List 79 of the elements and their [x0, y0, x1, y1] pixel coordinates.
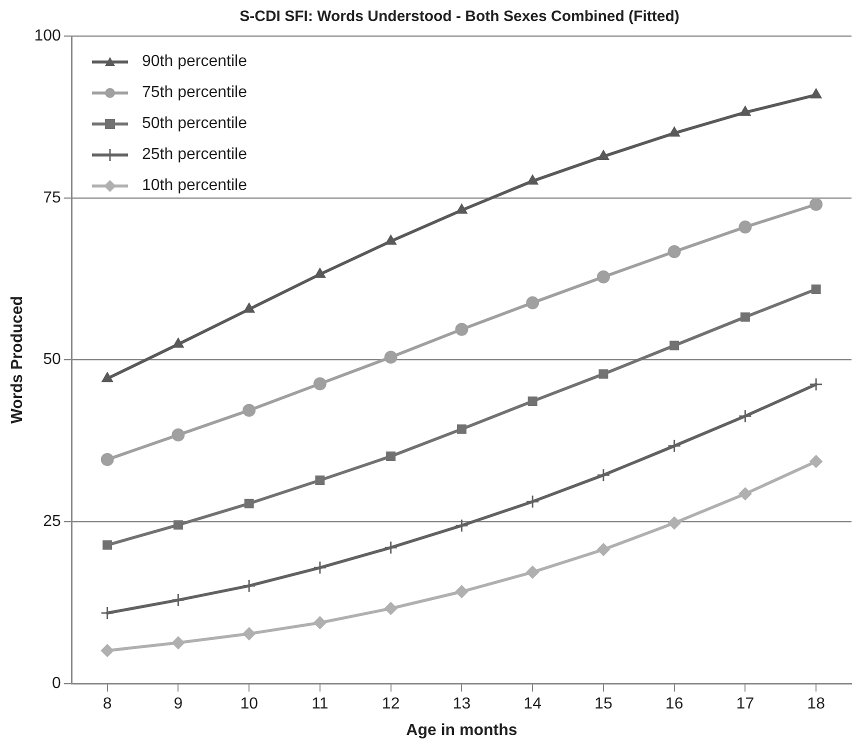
x-tick-label: 8 [102, 696, 112, 713]
point [172, 428, 185, 442]
y-tick-label: 75 [43, 189, 61, 206]
point [810, 88, 822, 98]
y-tick-label: 25 [43, 513, 61, 530]
point [740, 312, 750, 322]
point [455, 322, 468, 336]
point [102, 540, 112, 550]
point [668, 126, 680, 137]
x-tick-label: 18 [807, 696, 826, 713]
x-tick-label: 13 [452, 696, 471, 713]
point [668, 439, 682, 453]
legend-label: 50th percentile [142, 114, 247, 132]
point [596, 468, 610, 482]
point [526, 296, 540, 310]
point [668, 516, 681, 530]
point [384, 350, 398, 364]
y-tick-label: 100 [34, 27, 61, 44]
y-tick-label: 0 [52, 675, 61, 692]
point [386, 452, 396, 462]
legend-label: 10th percentile [142, 176, 247, 194]
point [738, 409, 752, 423]
point [526, 566, 540, 579]
point [242, 404, 256, 417]
point [102, 372, 114, 382]
x-tick-label: 9 [174, 696, 183, 713]
y-tick-label: 50 [43, 351, 61, 368]
point [810, 198, 823, 211]
point [596, 270, 610, 284]
point [456, 204, 468, 214]
x-tick-label: 14 [524, 696, 542, 713]
point [242, 627, 256, 640]
point [738, 487, 752, 500]
point [313, 377, 326, 390]
point [668, 245, 681, 258]
point [810, 454, 823, 468]
point [526, 174, 538, 185]
point [384, 540, 398, 554]
point [455, 585, 468, 598]
chart-title: S-CDI SFI: Words Understood - Both Sexes Combined (Fitted) [238, 8, 680, 25]
x-tick-label: 12 [382, 696, 400, 713]
point [315, 476, 325, 485]
point [242, 579, 256, 593]
point [528, 396, 538, 406]
point [100, 644, 114, 658]
point [243, 302, 255, 313]
legend-label: 25th percentile [142, 146, 247, 164]
legend-label: 90th percentile [142, 52, 247, 70]
point [172, 636, 185, 650]
point [313, 560, 327, 574]
point [456, 424, 466, 434]
point [171, 593, 185, 607]
point [670, 340, 680, 350]
x-tick-label: 10 [240, 696, 258, 713]
point [385, 234, 397, 245]
point [598, 369, 608, 379]
point [173, 520, 183, 530]
point [738, 220, 752, 234]
point [739, 106, 751, 116]
point [100, 453, 114, 466]
point [454, 518, 468, 532]
point [811, 284, 821, 294]
x-tick-label: 15 [594, 696, 612, 713]
x-axis-title: Age in months [406, 722, 518, 739]
point [313, 616, 326, 630]
point [244, 498, 254, 508]
x-tick-label: 11 [312, 696, 328, 713]
point [526, 494, 540, 508]
point [809, 378, 823, 392]
legend-label: 75th percentile [142, 84, 247, 102]
y-axis-title: Words Produced [9, 296, 26, 424]
x-tick-label: 16 [665, 696, 684, 713]
point [598, 150, 610, 160]
point [172, 338, 184, 348]
x-tick-label: 17 [736, 696, 754, 713]
point [384, 602, 398, 615]
point [100, 606, 114, 620]
point [596, 543, 610, 556]
point [314, 268, 326, 278]
